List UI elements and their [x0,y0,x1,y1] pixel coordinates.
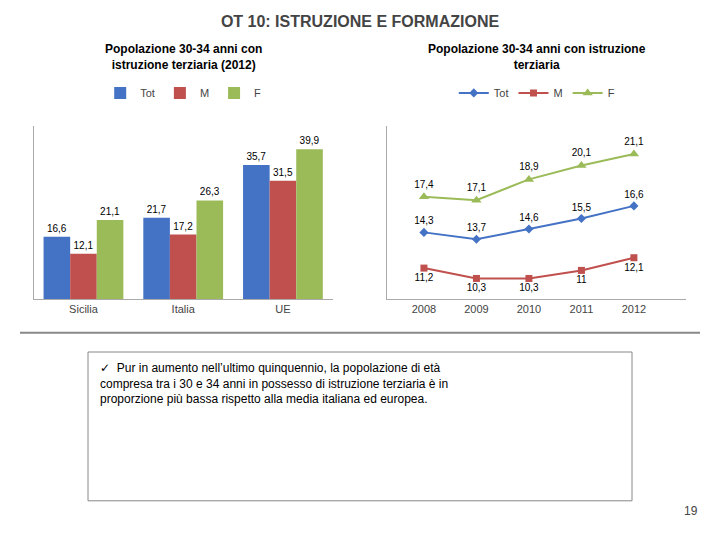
svg-text:16,6: 16,6 [47,223,67,234]
svg-text:18,9: 18,9 [519,161,539,172]
svg-text:19: 19 [684,504,698,518]
svg-text:Tot: Tot [140,87,155,99]
svg-text:17,2: 17,2 [173,221,193,232]
svg-text:11,2: 11,2 [415,272,434,283]
svg-text:35,7: 35,7 [246,151,266,162]
svg-text:2011: 2011 [570,303,594,315]
svg-text:14,3: 14,3 [414,216,434,227]
svg-text:13,7: 13,7 [467,222,487,233]
svg-text:31,5: 31,5 [273,167,293,178]
svg-text:12,1: 12,1 [624,262,644,273]
svg-text:15,5: 15,5 [572,202,592,213]
svg-text:F: F [254,87,261,99]
svg-text:21,7: 21,7 [147,204,167,215]
svg-text:17,1: 17,1 [467,182,487,193]
svg-text:Tot: Tot [494,87,509,99]
svg-text:Sicilia: Sicilia [69,303,99,315]
svg-text:21,1: 21,1 [624,136,644,147]
svg-text:2009: 2009 [464,303,488,315]
svg-text:2008: 2008 [412,303,436,315]
svg-text:16,6: 16,6 [624,189,644,200]
svg-text:Popolazione 30-34 anni conistr: Popolazione 30-34 anni conistruzione ter… [105,42,262,72]
svg-text:F: F [608,87,615,99]
svg-text:Popolazione 30-34 anni con ist: Popolazione 30-34 anni con istruzioneter… [428,42,646,72]
svg-text:26,3: 26,3 [200,186,220,197]
svg-text:20,1: 20,1 [572,147,592,158]
svg-text:12,1: 12,1 [74,240,94,251]
svg-text:10,3: 10,3 [519,282,539,293]
svg-text:39,9: 39,9 [300,135,320,146]
svg-text:M: M [553,87,562,99]
svg-text:17,4: 17,4 [414,179,434,190]
svg-text:10,3: 10,3 [467,282,487,293]
svg-text:✓ Pur in aumento nell’ultimo: ✓ Pur in aumento nell’ultimo quinquennio… [100,361,448,406]
svg-text:OT 10: ISTRUZIONE E FORMAZIONE: OT 10: ISTRUZIONE E FORMAZIONE [221,13,500,30]
svg-text:Italia: Italia [172,303,196,315]
svg-text:21,1: 21,1 [100,206,120,217]
svg-text:2012: 2012 [622,303,646,315]
svg-text:M: M [200,87,209,99]
svg-text:11: 11 [576,274,587,285]
svg-text:14,6: 14,6 [519,212,539,223]
svg-text:UE: UE [275,303,290,315]
svg-text:2010: 2010 [517,303,541,315]
